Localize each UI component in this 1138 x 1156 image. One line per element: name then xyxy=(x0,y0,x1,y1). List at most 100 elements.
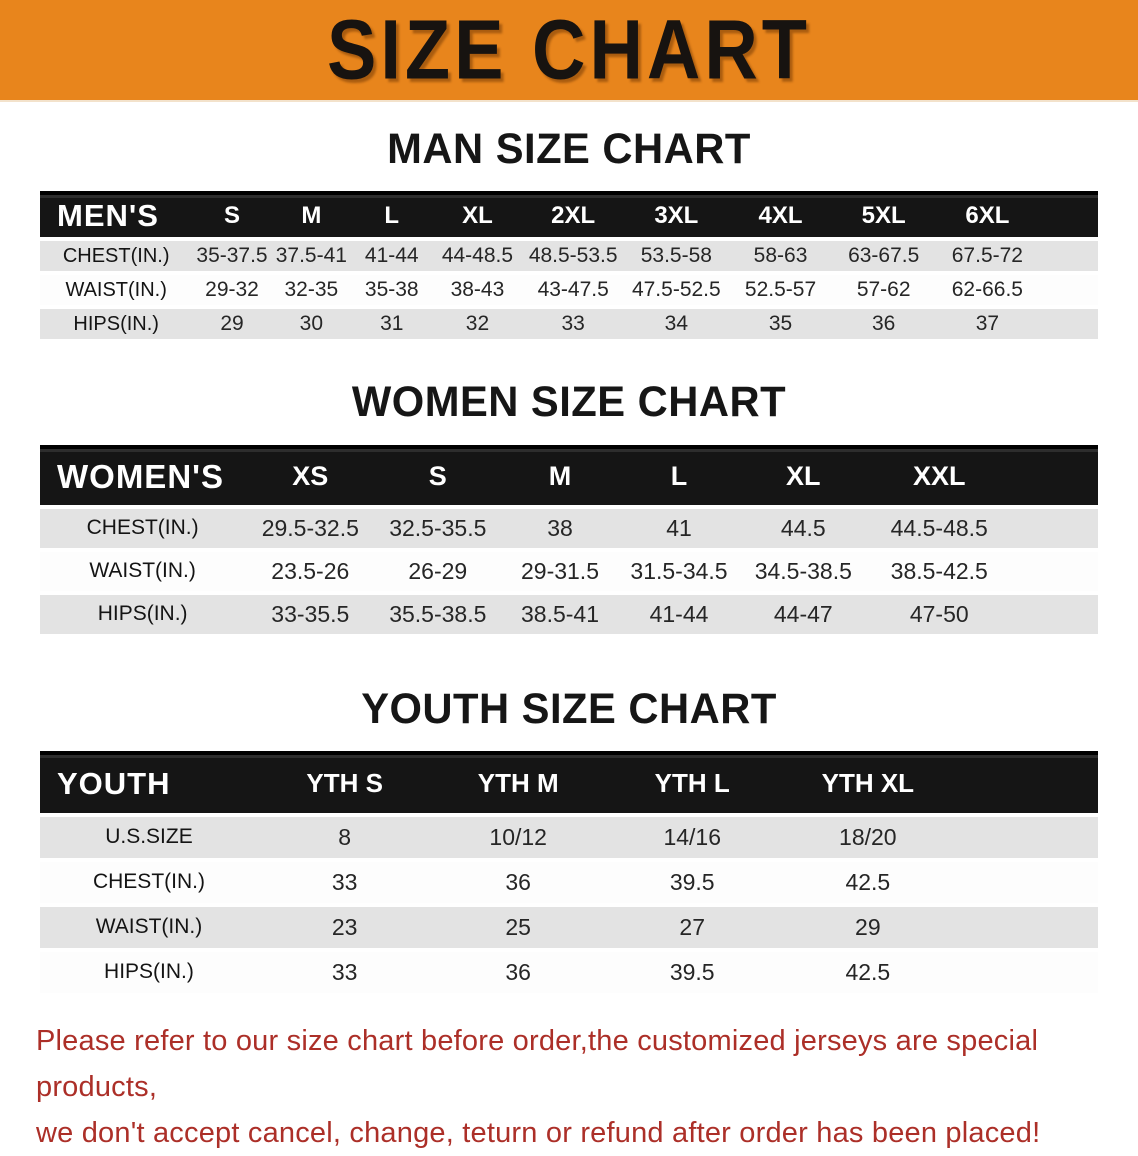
size-value-cell: 44-48.5 xyxy=(432,239,523,276)
size-column-header: L xyxy=(619,446,739,509)
measurement-row: CHEST(IN.) 29.5-32.5 32.5-35.5 38 41 44.5 44.5… xyxy=(40,506,1098,552)
size-value-cell: 33 xyxy=(257,949,432,997)
youth-section-heading: YOUTH SIZE CHART xyxy=(361,684,777,733)
size-value-cell: 37 xyxy=(935,307,1040,344)
size-value-cell: 47.5-52.5 xyxy=(623,273,729,310)
size-value-cell: 41 xyxy=(619,506,739,552)
size-value-cell: 67.5-72 xyxy=(935,239,1040,276)
size-column-header: XXL xyxy=(868,446,1011,509)
size-value-cell: 29.5-32.5 xyxy=(245,506,376,552)
size-column-header: 5XL xyxy=(832,193,935,242)
size-value-cell: 26-29 xyxy=(375,549,501,595)
size-value-cell: 39.5 xyxy=(604,949,780,997)
measurement-label: HIPS(IN.) xyxy=(40,307,193,344)
measurement-row: HIPS(IN.) 33 36 39.5 42.5 xyxy=(40,949,1098,997)
size-value-cell: 38-43 xyxy=(432,273,523,310)
size-value-cell: 53.5-58 xyxy=(623,239,729,276)
row-filler xyxy=(1010,549,1098,595)
size-value-cell: 32.5-35.5 xyxy=(375,506,501,552)
size-value-cell: 27 xyxy=(604,904,780,952)
size-value-cell: 42.5 xyxy=(779,859,957,907)
row-filler xyxy=(956,904,1098,952)
table-header-row: MEN'S S M L XL 2XL 3XL 4XL 5XL 6XL xyxy=(40,193,1098,242)
row-filler xyxy=(1039,273,1098,310)
measurement-row: HIPS(IN.) 29 30 31 32 33 34 35 36 37 xyxy=(40,307,1098,344)
women-section-heading: WOMEN SIZE CHART xyxy=(351,378,787,427)
measurement-label: HIPS(IN.) xyxy=(40,592,246,638)
size-value-cell: 48.5-53.5 xyxy=(522,239,624,276)
size-value-cell: 57-62 xyxy=(832,273,935,310)
measurement-row: WAIST(IN.) 23.5-26 26-29 29-31.5 31.5-34.5 34… xyxy=(40,549,1098,595)
size-value-cell: 29 xyxy=(779,904,957,952)
size-column-header: YTH XL xyxy=(779,752,957,817)
size-value-cell: 8 xyxy=(257,814,432,862)
footer-note-line-1: Please refer to our size chart before or… xyxy=(36,1024,1039,1103)
row-filler xyxy=(1010,506,1098,552)
size-value-cell: 63-67.5 xyxy=(832,239,935,276)
measurement-label: WAIST(IN.) xyxy=(40,273,193,310)
size-column-header: YTH M xyxy=(431,752,605,817)
table-header-row: WOMEN'S XS S M L XL XXL xyxy=(40,446,1098,509)
row-filler xyxy=(1039,239,1098,276)
row-filler xyxy=(956,859,1098,907)
section-youth: YOUTH SIZE CHART YOUTH YTH S YTH M YTH L YTH… xyxy=(0,684,1138,997)
measurement-row: CHEST(IN.) 35-37.5 37.5-41 41-44 44-48.5 48.5… xyxy=(40,239,1098,276)
size-value-cell: 44.5 xyxy=(738,506,869,552)
table-group-label: YOUTH xyxy=(40,752,258,817)
size-value-cell: 41-44 xyxy=(619,592,739,638)
size-value-cell: 23.5-26 xyxy=(245,549,376,595)
size-value-cell: 44.5-48.5 xyxy=(868,506,1011,552)
size-column-header: L xyxy=(351,193,433,242)
men-size-table: MEN'S S M L XL 2XL 3XL 4XL 5XL 6XL CHEST(IN.) 35-37… xyxy=(40,191,1098,344)
size-value-cell: 38.5-42.5 xyxy=(868,549,1011,595)
size-value-cell: 23 xyxy=(257,904,432,952)
size-value-cell: 36 xyxy=(431,859,605,907)
size-column-header: XS xyxy=(245,446,376,509)
size-value-cell: 62-66.5 xyxy=(935,273,1040,310)
footer-note: Please refer to our size chart before or… xyxy=(36,1019,1118,1156)
row-filler xyxy=(1039,307,1098,344)
table-group-label: WOMEN'S xyxy=(40,446,246,509)
size-column-header: 4XL xyxy=(728,193,833,242)
size-column-header: S xyxy=(192,193,272,242)
measurement-label: HIPS(IN.) xyxy=(40,949,258,997)
size-value-cell: 32-35 xyxy=(271,273,352,310)
measurement-label: U.S.SIZE xyxy=(40,814,258,862)
size-column-header: YTH L xyxy=(604,752,780,817)
measurement-label: WAIST(IN.) xyxy=(40,549,246,595)
banner: SIZE CHART xyxy=(0,0,1138,102)
size-value-cell: 44-47 xyxy=(738,592,869,638)
youth-size-table: YOUTH YTH S YTH M YTH L YTH XL U.S.SIZE 8 10/12… xyxy=(40,750,1098,997)
table-group-label: MEN'S xyxy=(40,193,193,242)
size-value-cell: 47-50 xyxy=(868,592,1011,638)
header-filler xyxy=(956,752,1098,817)
size-value-cell: 10/12 xyxy=(431,814,605,862)
size-value-cell: 35.5-38.5 xyxy=(375,592,501,638)
size-column-header: 2XL xyxy=(522,193,624,242)
size-value-cell: 29-32 xyxy=(192,273,272,310)
measurement-label: CHEST(IN.) xyxy=(40,239,193,276)
size-column-header: M xyxy=(500,446,620,509)
size-value-cell: 31.5-34.5 xyxy=(619,549,739,595)
header-filler xyxy=(1039,193,1098,242)
measurement-row: CHEST(IN.) 33 36 39.5 42.5 xyxy=(40,859,1098,907)
size-column-header: YTH S xyxy=(257,752,432,817)
measurement-row: WAIST(IN.) 29-32 32-35 35-38 38-43 43-47.5 47.… xyxy=(40,273,1098,310)
header-filler xyxy=(1010,446,1098,509)
size-value-cell: 32 xyxy=(432,307,523,344)
size-value-cell: 33 xyxy=(257,859,432,907)
size-value-cell: 14/16 xyxy=(604,814,780,862)
size-value-cell: 35-37.5 xyxy=(192,239,272,276)
row-filler xyxy=(956,814,1098,862)
size-value-cell: 58-63 xyxy=(728,239,833,276)
measurement-label: CHEST(IN.) xyxy=(40,506,246,552)
size-value-cell: 25 xyxy=(431,904,605,952)
women-size-table: WOMEN'S XS S M L XL XXL CHEST(IN.) 29.5-32.5 32.5… xyxy=(40,444,1098,638)
measurement-row: WAIST(IN.) 23 25 27 29 xyxy=(40,904,1098,952)
size-value-cell: 34 xyxy=(623,307,729,344)
page-title: SIZE CHART xyxy=(327,2,811,97)
size-value-cell: 43-47.5 xyxy=(522,273,624,310)
size-value-cell: 42.5 xyxy=(779,949,957,997)
size-value-cell: 36 xyxy=(832,307,935,344)
